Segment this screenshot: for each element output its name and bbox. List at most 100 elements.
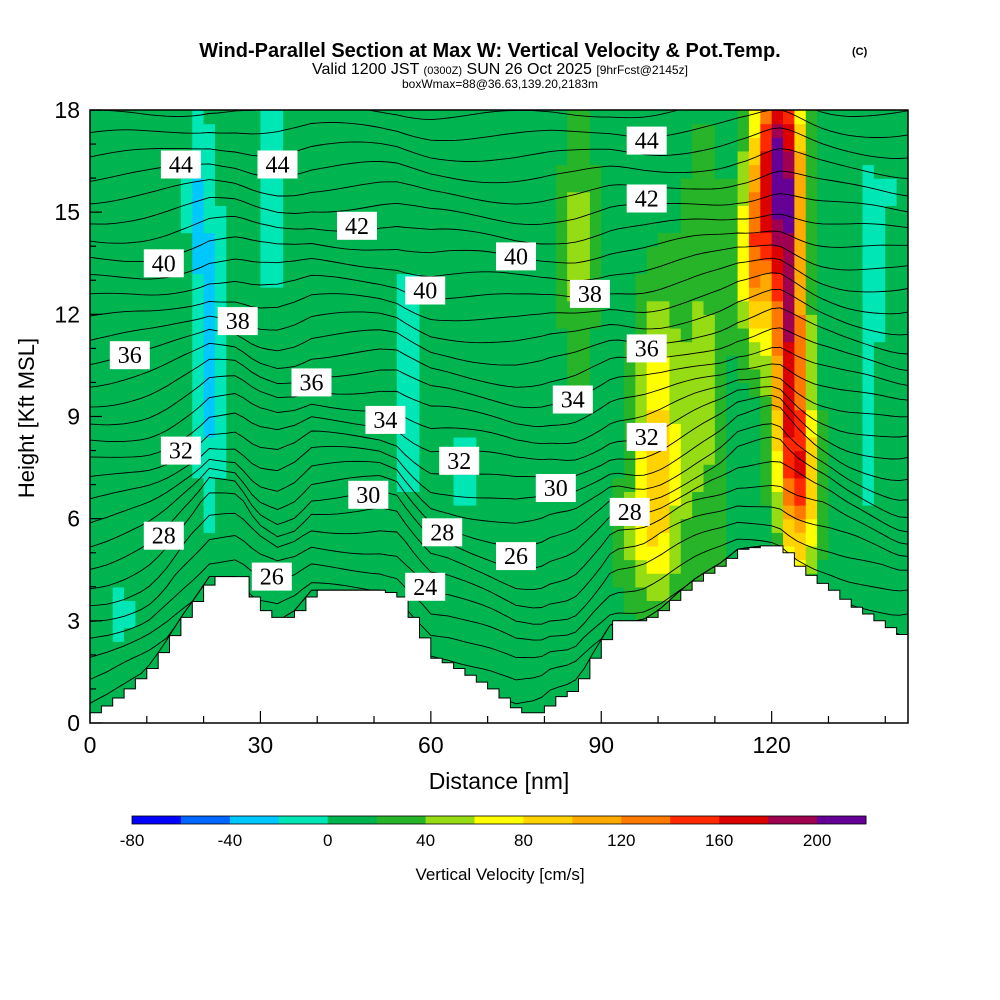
w-cell: [260, 450, 273, 465]
w-cell: [612, 396, 625, 411]
colorbar-tick-label: 160: [705, 831, 733, 850]
w-cell: [430, 137, 443, 152]
w-cell: [101, 600, 114, 615]
w-cell: [487, 205, 500, 220]
w-cell: [328, 477, 341, 493]
y-tick-label: 3: [67, 608, 80, 634]
w-cell: [896, 191, 908, 206]
w-cell: [703, 191, 716, 206]
x-axis: 0 30 60 90 120: [84, 711, 886, 758]
w-cell: [533, 695, 546, 710]
w-cell: [328, 246, 341, 261]
w-cell: [714, 327, 727, 343]
w-cell: [555, 314, 568, 329]
w-cell: [567, 518, 580, 533]
w-cell: [442, 505, 455, 520]
w-cell: [124, 123, 137, 138]
w-cell: [408, 137, 421, 152]
w-cell: [464, 559, 477, 574]
w-cell: [214, 150, 227, 166]
w-cell: [101, 409, 114, 424]
w-cell: [464, 505, 477, 520]
w-cell: [124, 191, 137, 206]
w-cell: [862, 137, 875, 152]
w-cell: [214, 137, 227, 152]
w-cell: [305, 259, 318, 275]
w-cell: [817, 491, 830, 506]
w-cell: [748, 491, 761, 506]
w-cell: [430, 355, 443, 370]
w-cell: [317, 218, 330, 234]
contour-label-box: [143, 249, 184, 278]
w-cell: [544, 178, 557, 193]
w-cell: [237, 259, 250, 275]
w-cell: [601, 464, 614, 479]
w-cell: [214, 409, 227, 424]
w-cell: [328, 341, 341, 356]
contour-label-box: [439, 446, 480, 475]
w-cell: [839, 287, 852, 302]
w-cell: [135, 382, 148, 397]
w-cell: [669, 532, 682, 547]
w-cell: [192, 123, 205, 138]
w-cell: [851, 273, 864, 288]
w-cell: [760, 300, 773, 315]
w-cell: [419, 259, 432, 275]
w-cell: [487, 110, 500, 125]
w-cell: [828, 477, 841, 493]
w-cell: [124, 464, 137, 479]
w-cell: [408, 409, 421, 424]
w-cell: [442, 545, 455, 561]
w-cell: [283, 532, 296, 547]
w-cell: [885, 137, 898, 152]
w-cell: [146, 382, 159, 397]
w-cell: [203, 491, 216, 506]
w-cell: [430, 300, 443, 315]
w-cell: [158, 423, 171, 438]
w-cell: [487, 668, 500, 683]
w-cell: [510, 327, 523, 343]
w-cell: [203, 191, 216, 206]
w-cell: [90, 600, 102, 615]
w-cell: [249, 450, 262, 465]
w-cell: [339, 436, 352, 452]
w-cell: [328, 505, 341, 520]
w-cell: [873, 477, 886, 493]
w-cell: [317, 123, 330, 138]
w-cell: [90, 110, 102, 125]
w-cell: [499, 450, 511, 465]
w-cell: [203, 259, 216, 275]
theta-contour: [90, 127, 908, 162]
w-cell: [180, 355, 193, 370]
w-cell: [339, 137, 352, 152]
terrain-profile: [90, 545, 908, 723]
w-cell: [101, 246, 114, 261]
w-cell: [499, 436, 511, 452]
w-cell: [305, 355, 318, 370]
w-cell: [839, 191, 852, 206]
w-cell: [510, 477, 523, 493]
w-cell: [703, 327, 716, 343]
w-cell: [635, 532, 648, 547]
w-cell: [271, 232, 284, 247]
w-cell: [305, 545, 318, 561]
w-cell: [419, 627, 432, 642]
w-cell: [328, 164, 341, 179]
w-cell: [112, 137, 125, 152]
w-cell: [771, 382, 784, 397]
w-cell: [374, 164, 386, 179]
w-cell: [442, 477, 455, 493]
w-cell: [669, 110, 682, 125]
theta-contour-label: 26: [251, 562, 292, 591]
colorbar-swatch: [719, 816, 769, 824]
w-cell: [748, 396, 761, 411]
w-cell: [896, 123, 908, 138]
contour-label-text: 30: [356, 483, 380, 509]
w-cell: [544, 668, 557, 683]
w-cell: [476, 150, 489, 166]
w-cell: [669, 341, 682, 356]
w-cell: [601, 505, 614, 520]
w-cell: [817, 232, 830, 247]
w-cell: [771, 137, 784, 152]
w-cell: [283, 314, 296, 329]
